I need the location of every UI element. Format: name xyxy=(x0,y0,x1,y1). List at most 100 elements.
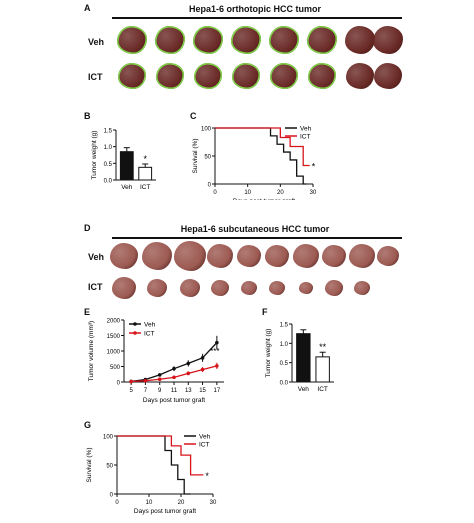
orthotopic-tumor-ict xyxy=(346,63,374,89)
orthotopic-tumor-ict xyxy=(156,63,184,89)
g-ylabel: Survival (%) xyxy=(86,447,93,482)
c-series-veh xyxy=(215,127,307,185)
b-ytick-label: 1.0 xyxy=(104,145,113,151)
subcutaneous-tumor-ict xyxy=(269,281,285,295)
g-ytick-label: 0 xyxy=(110,493,114,499)
c-legend-label-ict: ICT xyxy=(300,134,311,141)
c-legend-label-veh: Veh xyxy=(300,126,312,133)
e-point-ict xyxy=(172,375,176,380)
e-ytick-label: 500 xyxy=(110,365,121,371)
g-legend-label-veh: Veh xyxy=(199,434,211,441)
panel-d-row-veh: Veh xyxy=(88,252,105,262)
subcutaneous-tumor-veh xyxy=(293,244,319,268)
panel-label-a: A xyxy=(84,3,91,13)
panel-label-c: C xyxy=(190,111,197,121)
c-ytick-label: 50 xyxy=(204,155,211,161)
g-xtick-label: 20 xyxy=(178,500,185,506)
c-xtick-label: 30 xyxy=(310,190,317,196)
c-ytick-label: 100 xyxy=(201,127,212,133)
e-point-veh xyxy=(200,356,205,360)
orthotopic-tumor-ict xyxy=(118,63,146,89)
c-ytick-label: 0 xyxy=(208,183,212,189)
f-ytick-label: 0.0 xyxy=(280,381,289,387)
g-xtick-label: 10 xyxy=(146,500,153,506)
e-xtick-label: 13 xyxy=(185,388,192,394)
orthotopic-tumor-ict xyxy=(308,63,336,89)
g-significance: * xyxy=(205,471,209,481)
g-xlabel: Days post tumor graft xyxy=(134,508,196,515)
b-xtick-label: ICT xyxy=(140,184,151,191)
subcutaneous-tumor-ict xyxy=(299,282,313,294)
g-xtick-label: 0 xyxy=(115,500,119,506)
e-ytick-label: 1000 xyxy=(107,350,121,356)
e-xlabel: Days post tumor graft xyxy=(143,397,205,404)
e-xtick-label: 5 xyxy=(129,388,133,394)
f-significance: ** xyxy=(319,342,327,352)
g-ytick-label: 50 xyxy=(106,464,113,470)
panel-a-row-veh: Veh xyxy=(88,37,105,47)
e-legend-label-ict: ICT xyxy=(144,331,155,338)
subcutaneous-tumor-ict xyxy=(241,281,257,295)
panel-label-g: G xyxy=(84,420,92,430)
e-point-veh xyxy=(157,373,162,377)
subcutaneous-tumor-veh xyxy=(237,245,261,267)
b-significance: * xyxy=(143,154,147,164)
chart-e: 0 500 1000 1500 2000 5 7 9 11 13 15 17 Days post tum… xyxy=(88,319,224,404)
c-xlabel: Days post tumor graft xyxy=(233,198,295,200)
g-series-veh xyxy=(117,435,191,495)
orthotopic-tumor-ict xyxy=(374,63,402,89)
c-xtick-label: 20 xyxy=(277,190,284,196)
orthotopic-tumor-veh xyxy=(193,26,223,54)
subcutaneous-tumor-ict xyxy=(354,281,370,295)
orthotopic-tumor-ict xyxy=(194,63,222,89)
panel-a-rule xyxy=(112,17,402,19)
e-point-ict xyxy=(143,378,148,383)
subcutaneous-tumor-veh xyxy=(322,245,346,267)
e-xtick-label: 15 xyxy=(199,388,206,394)
orthotopic-tumor-veh xyxy=(117,26,147,54)
subcutaneous-tumor-ict xyxy=(211,280,229,296)
g-ytick-label: 100 xyxy=(103,435,114,441)
chart-f: 0.0 0.5 1.0 1.5 Tumor weight (g) Veh ICT ** xyxy=(265,323,334,393)
c-series-ict xyxy=(215,127,310,167)
orthotopic-tumor-veh xyxy=(307,26,337,54)
e-xtick-label: 7 xyxy=(144,388,148,394)
b-xtick-label: Veh xyxy=(121,184,133,191)
orthotopic-tumor-veh xyxy=(231,26,261,54)
subcutaneous-tumor-ict xyxy=(325,280,343,296)
subcutaneous-tumor-photo xyxy=(110,240,402,302)
b-ytick-label: 0.0 xyxy=(104,179,113,185)
e-ylabel: Tumor volume (mm³) xyxy=(88,321,95,381)
e-point-ict xyxy=(129,379,133,384)
e-ytick-label: 2000 xyxy=(107,319,121,325)
f-ytick-label: 1.0 xyxy=(280,342,289,348)
orthotopic-tumor-veh xyxy=(373,26,403,54)
e-significance: *** xyxy=(210,347,219,356)
f-xtick-label: Veh xyxy=(298,386,310,393)
f-ytick-label: 0.5 xyxy=(280,361,289,367)
orthotopic-tumor-ict xyxy=(270,63,298,89)
orthotopic-tumor-photo xyxy=(112,20,403,100)
subcutaneous-tumor-ict xyxy=(180,279,200,297)
f-xtick-label: ICT xyxy=(317,386,328,393)
orthotopic-tumor-veh xyxy=(269,26,299,54)
panel-label-e: E xyxy=(84,307,91,317)
subcutaneous-tumor-veh xyxy=(207,244,233,268)
b-ytick-label: 1.5 xyxy=(104,129,113,135)
c-ylabel: Survival (%) xyxy=(192,138,199,173)
f-ylabel: Tumor weight (g) xyxy=(265,329,272,378)
e-xtick-label: 9 xyxy=(158,388,162,394)
orthotopic-tumor-veh xyxy=(345,26,375,54)
b-ytick-label: 0.5 xyxy=(104,162,113,168)
subcutaneous-tumor-veh xyxy=(377,246,399,266)
subcutaneous-tumor-ict xyxy=(147,279,167,297)
panel-a-title: Hepa1-6 orthotopic HCC tumor xyxy=(188,4,321,14)
panel-d-title: Hepa1-6 subcutaneous HCC tumor xyxy=(180,224,330,234)
e-xtick-label: 11 xyxy=(171,388,178,394)
e-point-veh xyxy=(172,366,176,371)
c-xtick-label: 10 xyxy=(244,190,251,196)
e-point-veh xyxy=(186,361,191,366)
e-point-ict xyxy=(186,371,191,376)
panel-a-row-ict: ICT xyxy=(88,72,103,82)
orthotopic-tumor-veh xyxy=(155,26,185,54)
